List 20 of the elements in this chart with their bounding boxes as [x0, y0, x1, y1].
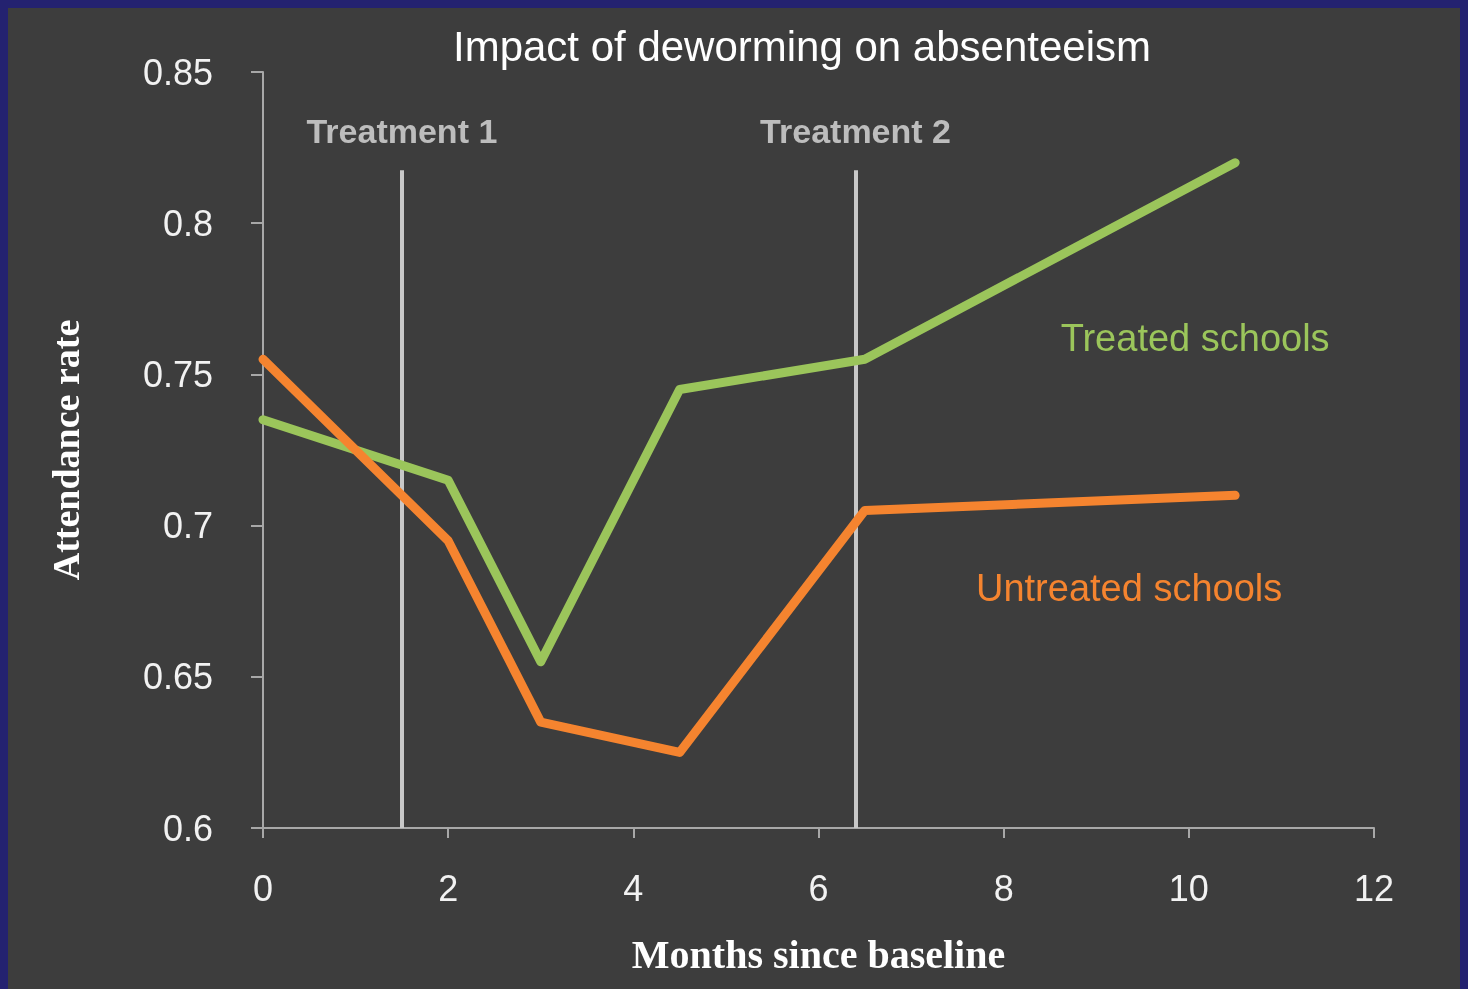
y-tick-label: 0.8	[162, 202, 213, 244]
x-tick-label: 8	[993, 867, 1014, 909]
x-tick-label: 10	[1168, 867, 1209, 909]
series-label: Treated schools	[1060, 316, 1330, 359]
x-tick-label: 6	[808, 867, 829, 909]
y-axis-title: Attendance rate	[45, 319, 87, 581]
x-tick-label: 0	[252, 867, 274, 909]
y-tick-label: 0.7	[162, 505, 213, 547]
chart-title: Impact of deworming on absenteeism	[452, 22, 1152, 70]
ref-line-label: Treatment 1	[306, 112, 498, 151]
y-tick-label: 0.6	[162, 807, 213, 849]
x-tick-label: 2	[438, 867, 459, 909]
y-tick-label: 0.75	[142, 353, 213, 395]
series-label: Untreated schools	[975, 567, 1283, 610]
y-tick-label: 0.85	[142, 51, 213, 93]
x-tick-label: 12	[1353, 867, 1395, 909]
ref-line-label: Treatment 2	[760, 112, 951, 151]
x-axis-title: Months since baseline	[631, 931, 1006, 977]
x-tick-label: 4	[623, 867, 644, 909]
y-tick-label: 0.65	[142, 656, 213, 698]
